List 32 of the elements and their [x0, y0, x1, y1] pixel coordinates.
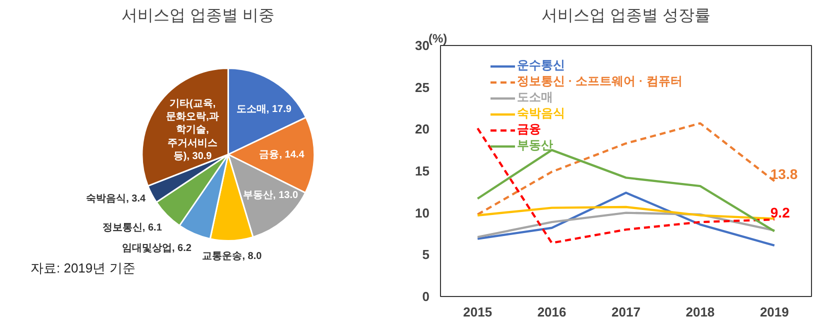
chart-title: 서비스업 업종별 비중	[122, 8, 274, 24]
x-tick-label: 2017	[612, 304, 640, 320]
y-tick-label: 30	[415, 38, 430, 53]
y-tick-label: 10	[415, 205, 430, 220]
slice-label: 교통운송, 8.0	[202, 250, 262, 262]
legend-label: 정보통신 · 소프트웨어 · 컴퓨터	[517, 73, 682, 90]
slice-label: 금융, 14.4	[259, 149, 305, 160]
x-tick-label: 2015	[463, 304, 492, 320]
slice-label: 임대및상업, 6.2	[122, 243, 192, 254]
legend-label: 운수통신	[517, 57, 565, 74]
x-tick-label: 2016	[537, 304, 566, 320]
data-label: 13.8	[770, 166, 798, 182]
y-tick-label: 0	[422, 289, 430, 304]
slice-label: 기타(교육,문화오락,과학기술, 주거서비스 등), 30.9	[166, 98, 219, 162]
slice-label: 정보통신, 6.1	[102, 222, 162, 234]
data-label: 9.2	[770, 204, 790, 221]
y-tick-label: 20	[415, 122, 430, 137]
y-tick-label: 25	[415, 80, 430, 95]
legend-label: 숙박음식	[517, 105, 565, 122]
x-tick-label: 2018	[686, 304, 715, 320]
y-axis-title: (%)	[428, 32, 448, 46]
slice-label: 도소매, 17.9	[236, 104, 292, 115]
legend-label: 부동산	[517, 137, 553, 154]
x-tick-label: 2019	[760, 304, 789, 320]
chart-title: 서비스업 업종별 성장률	[542, 8, 710, 24]
legend-label: 금융	[517, 121, 541, 138]
y-tick-label: 15	[415, 164, 430, 178]
slice-label: 부동산, 13.0	[243, 190, 298, 201]
text: 자료: 2019년 기준	[30, 260, 136, 276]
slice-label: 숙박음식, 3.4	[86, 194, 146, 205]
y-tick-label: 5	[422, 247, 430, 262]
legend-label: 도소매	[517, 89, 553, 106]
